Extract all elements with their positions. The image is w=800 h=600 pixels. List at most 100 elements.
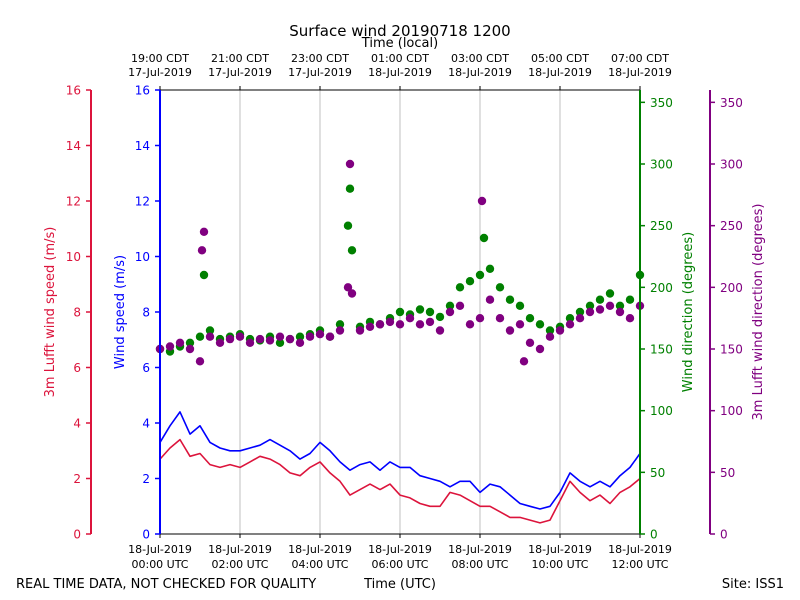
wind-speed-tick-label: 4 (142, 417, 150, 431)
wind-dir-point (475, 270, 485, 280)
lufft-dir-point (165, 342, 175, 351)
lufft-speed-tick-label: 4 (73, 417, 81, 431)
wind-direction-tick-label: 150 (650, 343, 673, 357)
wind-direction-tick-label: 0 (650, 528, 658, 542)
lufft-dir-point (535, 344, 545, 354)
lufft-dir-point (445, 307, 455, 317)
lufft-direction-tick-label: 300 (720, 158, 743, 172)
lufft-dir-point (225, 334, 235, 344)
wind-dir-point (395, 307, 405, 317)
wind-dir-point (345, 184, 355, 193)
lufft-dir-point (395, 320, 405, 329)
wind-dir-point (435, 312, 445, 322)
lufft-dir-point (335, 326, 345, 335)
wind-speed-tick-label: 6 (142, 361, 150, 375)
wind-speed-tick-label: 0 (142, 528, 150, 542)
lufft-dir-point (199, 227, 209, 236)
lufft-dir-point (465, 320, 475, 329)
wind-dir-point (615, 301, 625, 310)
lufft-direction-tick-label: 250 (720, 219, 743, 233)
local-tick-time: 23:00 CDT (291, 52, 349, 65)
lufft-dir-point (519, 357, 529, 366)
lufft-dir-point (355, 326, 365, 335)
lufft-dir-point (625, 314, 635, 323)
lufft-direction-tick-label: 200 (720, 281, 743, 295)
utc-tick-date: 18-Jul-2019 (288, 543, 352, 556)
lufft-dir-point (205, 332, 215, 341)
lufft-direction-axis-label: 3m Lufft wind direction (degrees) (751, 204, 766, 421)
wind-dir-point (505, 295, 515, 304)
lufft-dir-point (455, 301, 465, 310)
local-tick-date: 18-Jul-2019 (448, 66, 512, 79)
wind-dir-point (295, 332, 305, 341)
lufft-dir-point (347, 289, 357, 298)
lufft-direction-tick-label: 50 (720, 466, 735, 480)
local-tick-date: 17-Jul-2019 (128, 66, 192, 79)
lufft-dir-point (525, 338, 535, 347)
wind-direction-tick-label: 50 (650, 466, 665, 480)
lufft-speed-tick-label: 12 (66, 195, 81, 209)
lufft-dir-point (185, 344, 195, 354)
plot-area (155, 159, 645, 524)
wind-dir-point (525, 314, 535, 323)
lufft-dir-point (415, 320, 425, 329)
local-tick-time: 01:00 CDT (371, 52, 429, 65)
local-tick-time: 19:00 CDT (131, 52, 189, 65)
local-tick-time: 21:00 CDT (211, 52, 269, 65)
lufft-speed-tick-label: 2 (73, 472, 81, 486)
lufft-dir-point (435, 326, 445, 335)
lufft-dir-point (495, 314, 505, 323)
utc-tick-date: 18-Jul-2019 (448, 543, 512, 556)
lufft-dir-point (365, 322, 375, 331)
wind-dir-point (275, 338, 285, 347)
lufft-speed-tick-label: 6 (73, 361, 81, 375)
lufft-dir-point (405, 314, 415, 323)
wind-speed-tick-label: 10 (135, 250, 150, 264)
lufft-dir-point (585, 307, 595, 317)
wind-speed-series-line (159, 411, 641, 510)
lufft-dir-point (515, 320, 525, 329)
lufft-dir-point (235, 332, 245, 341)
lufft-dir-point (425, 317, 435, 327)
lufft-direction-tick-label: 150 (720, 343, 743, 357)
lufft-dir-point (565, 320, 575, 329)
utc-tick-time: 08:00 UTC (451, 558, 508, 571)
lufft-dir-point (255, 334, 265, 344)
lufft-dir-point (345, 159, 355, 169)
utc-tick-time: 00:00 UTC (131, 558, 188, 571)
utc-tick-time: 02:00 UTC (211, 558, 268, 571)
lufft-dir-point (265, 336, 275, 345)
lufft-speed-series-line (159, 438, 641, 524)
local-tick-time: 07:00 CDT (611, 52, 669, 65)
wind-speed-axis-label: Wind speed (m/s) (113, 255, 128, 369)
lufft-speed-tick-label: 14 (66, 139, 81, 153)
lufft-dir-point (477, 196, 487, 206)
lufft-dir-point (485, 295, 495, 304)
wind-dir-point (205, 326, 215, 335)
wind-dir-point (515, 301, 525, 310)
utc-tick-date: 18-Jul-2019 (528, 543, 592, 556)
lufft-dir-point (375, 320, 385, 329)
lufft-dir-point (285, 334, 295, 344)
utc-tick-time: 04:00 UTC (291, 558, 348, 571)
lufft-dir-point (245, 338, 255, 347)
wind-dir-point (575, 307, 585, 317)
local-tick-time: 03:00 CDT (451, 52, 509, 65)
local-tick-time: 05:00 CDT (531, 52, 589, 65)
lufft-dir-point (175, 338, 185, 347)
chart-title: Surface wind 20190718 1200 (289, 22, 510, 40)
wind-dir-point (465, 277, 475, 286)
lufft-dir-point (195, 357, 205, 366)
lufft-dir-point (555, 326, 565, 335)
lufft-speed-tick-label: 16 (66, 84, 81, 98)
local-tick-date: 18-Jul-2019 (528, 66, 592, 79)
wind-dir-point (199, 270, 209, 280)
top-axis-label: Time (local) (361, 36, 438, 51)
lufft-speed-tick-label: 8 (73, 306, 81, 320)
wind-speed-tick-label: 8 (142, 306, 150, 320)
wind-speed-tick-label: 16 (135, 84, 150, 98)
lufft-dir-point (305, 332, 315, 341)
wind-dir-point (565, 314, 575, 323)
lufft-dir-point (595, 305, 605, 314)
wind-dir-point (335, 320, 345, 329)
